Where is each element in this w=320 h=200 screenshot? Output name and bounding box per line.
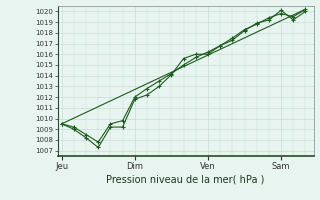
- X-axis label: Pression niveau de la mer( hPa ): Pression niveau de la mer( hPa ): [107, 175, 265, 185]
